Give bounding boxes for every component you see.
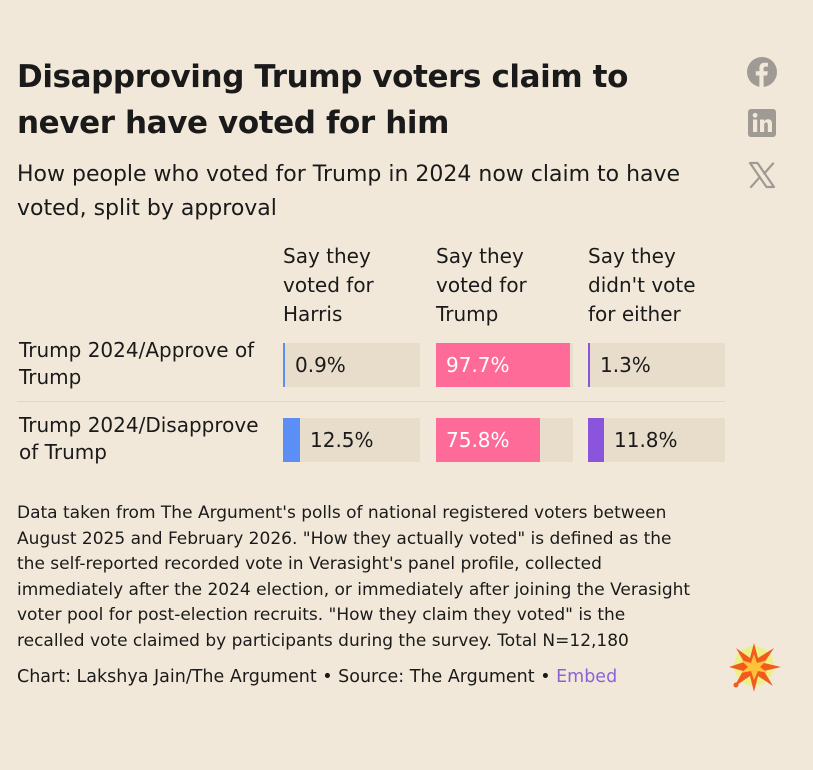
cell-approve-trump: 97.7% (436, 343, 573, 387)
cell-disapprove-harris: 12.5% (283, 418, 420, 462)
column-header-trump: Say they voted for Trump (436, 244, 527, 326)
bar-approve-neither (588, 343, 590, 387)
column-header-harris: Say they voted for Harris (283, 244, 374, 326)
credit-line: Chart: Lakshya Jain/The Argument • Sourc… (17, 667, 618, 687)
x-icon (748, 161, 776, 189)
facebook-share-button[interactable] (745, 55, 779, 89)
bar-disapprove-trump (436, 418, 540, 462)
cell-approve-neither: 1.3% (588, 343, 725, 387)
brand-logo-icon[interactable] (727, 638, 783, 694)
bar-disapprove-neither (588, 418, 604, 462)
source-credit: Source: The Argument (338, 667, 535, 687)
value-label-disapprove-neither: 11.8% (614, 428, 678, 452)
facebook-icon (747, 57, 777, 87)
bar-approve-harris (283, 343, 285, 387)
column-header-neither: Say they didn't vote for either (588, 244, 696, 326)
embed-link[interactable]: Embed (556, 667, 618, 687)
chart-credit: Chart: Lakshya Jain/The Argument (17, 667, 317, 687)
cell-disapprove-neither: 11.8% (588, 418, 725, 462)
value-label-approve-harris: 0.9% (295, 353, 346, 377)
value-label-approve-trump: 97.7% (446, 353, 510, 377)
chart-subtitle: How people who voted for Trump in 2024 n… (17, 162, 681, 221)
cell-disapprove-trump: 75.8% (436, 418, 573, 462)
methodology-notes: Data taken from The Argument's polls of … (17, 503, 691, 651)
value-label-disapprove-harris: 12.5% (310, 428, 374, 452)
chart-title: Disapproving Trump voters claim to never… (17, 59, 629, 141)
cell-approve-harris: 0.9% (283, 343, 420, 387)
x-share-button[interactable] (745, 158, 779, 192)
bar-disapprove-harris (283, 418, 300, 462)
linkedin-share-button[interactable] (745, 106, 779, 140)
row-label-approve: Trump 2024/Approve of Trump (19, 338, 255, 389)
bar-approve-trump (436, 343, 570, 387)
row-label-disapprove: Trump 2024/Disapprove of Trump (19, 413, 259, 464)
linkedin-icon (748, 109, 776, 137)
value-label-approve-neither: 1.3% (600, 353, 651, 377)
value-label-disapprove-trump: 75.8% (446, 428, 510, 452)
row-divider (17, 401, 725, 402)
